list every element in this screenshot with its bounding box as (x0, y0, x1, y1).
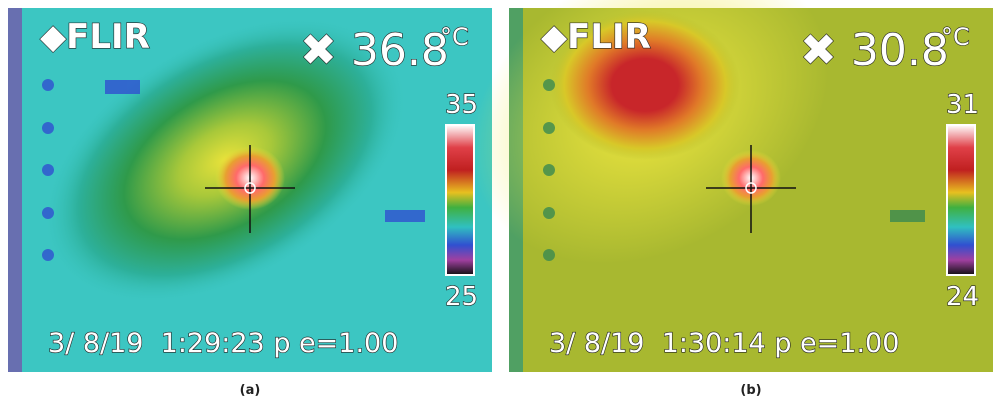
scale-max: 31 (946, 90, 979, 120)
crosshair (706, 145, 796, 233)
color-scale (946, 124, 976, 276)
scale-max: 35 (445, 90, 478, 120)
thermal-panel-b: ◆FLIR ✖ 30.8 °C 31 24 3/ 8/19 1:30:14 p … (471, 0, 993, 398)
scale-min: 25 (445, 282, 478, 312)
panel-caption: (a) (240, 383, 261, 398)
brand-logo: ◆FLIR (541, 17, 651, 57)
crosshair-temperature: ✖ 30.8 (800, 25, 949, 76)
timestamp: 3/ 8/19 1:30:14 p e=1.00 (549, 328, 899, 359)
crosshair-temperature: ✖ 36.8 (300, 25, 449, 76)
scale-min: 24 (946, 282, 979, 312)
panel-caption: (b) (740, 383, 761, 398)
brand-logo: ◆FLIR (40, 17, 150, 57)
temperature-unit: °C (440, 23, 469, 51)
heat-region (550, 10, 740, 160)
temperature-unit: °C (941, 23, 970, 51)
crosshair (205, 145, 295, 233)
color-scale (445, 124, 475, 276)
thermal-panel-a: ◆FLIR ✖ 36.8 °C 35 25 3/ 8/19 1:29:23 p … (8, 8, 492, 398)
timestamp: 3/ 8/19 1:29:23 p e=1.00 (48, 328, 398, 359)
